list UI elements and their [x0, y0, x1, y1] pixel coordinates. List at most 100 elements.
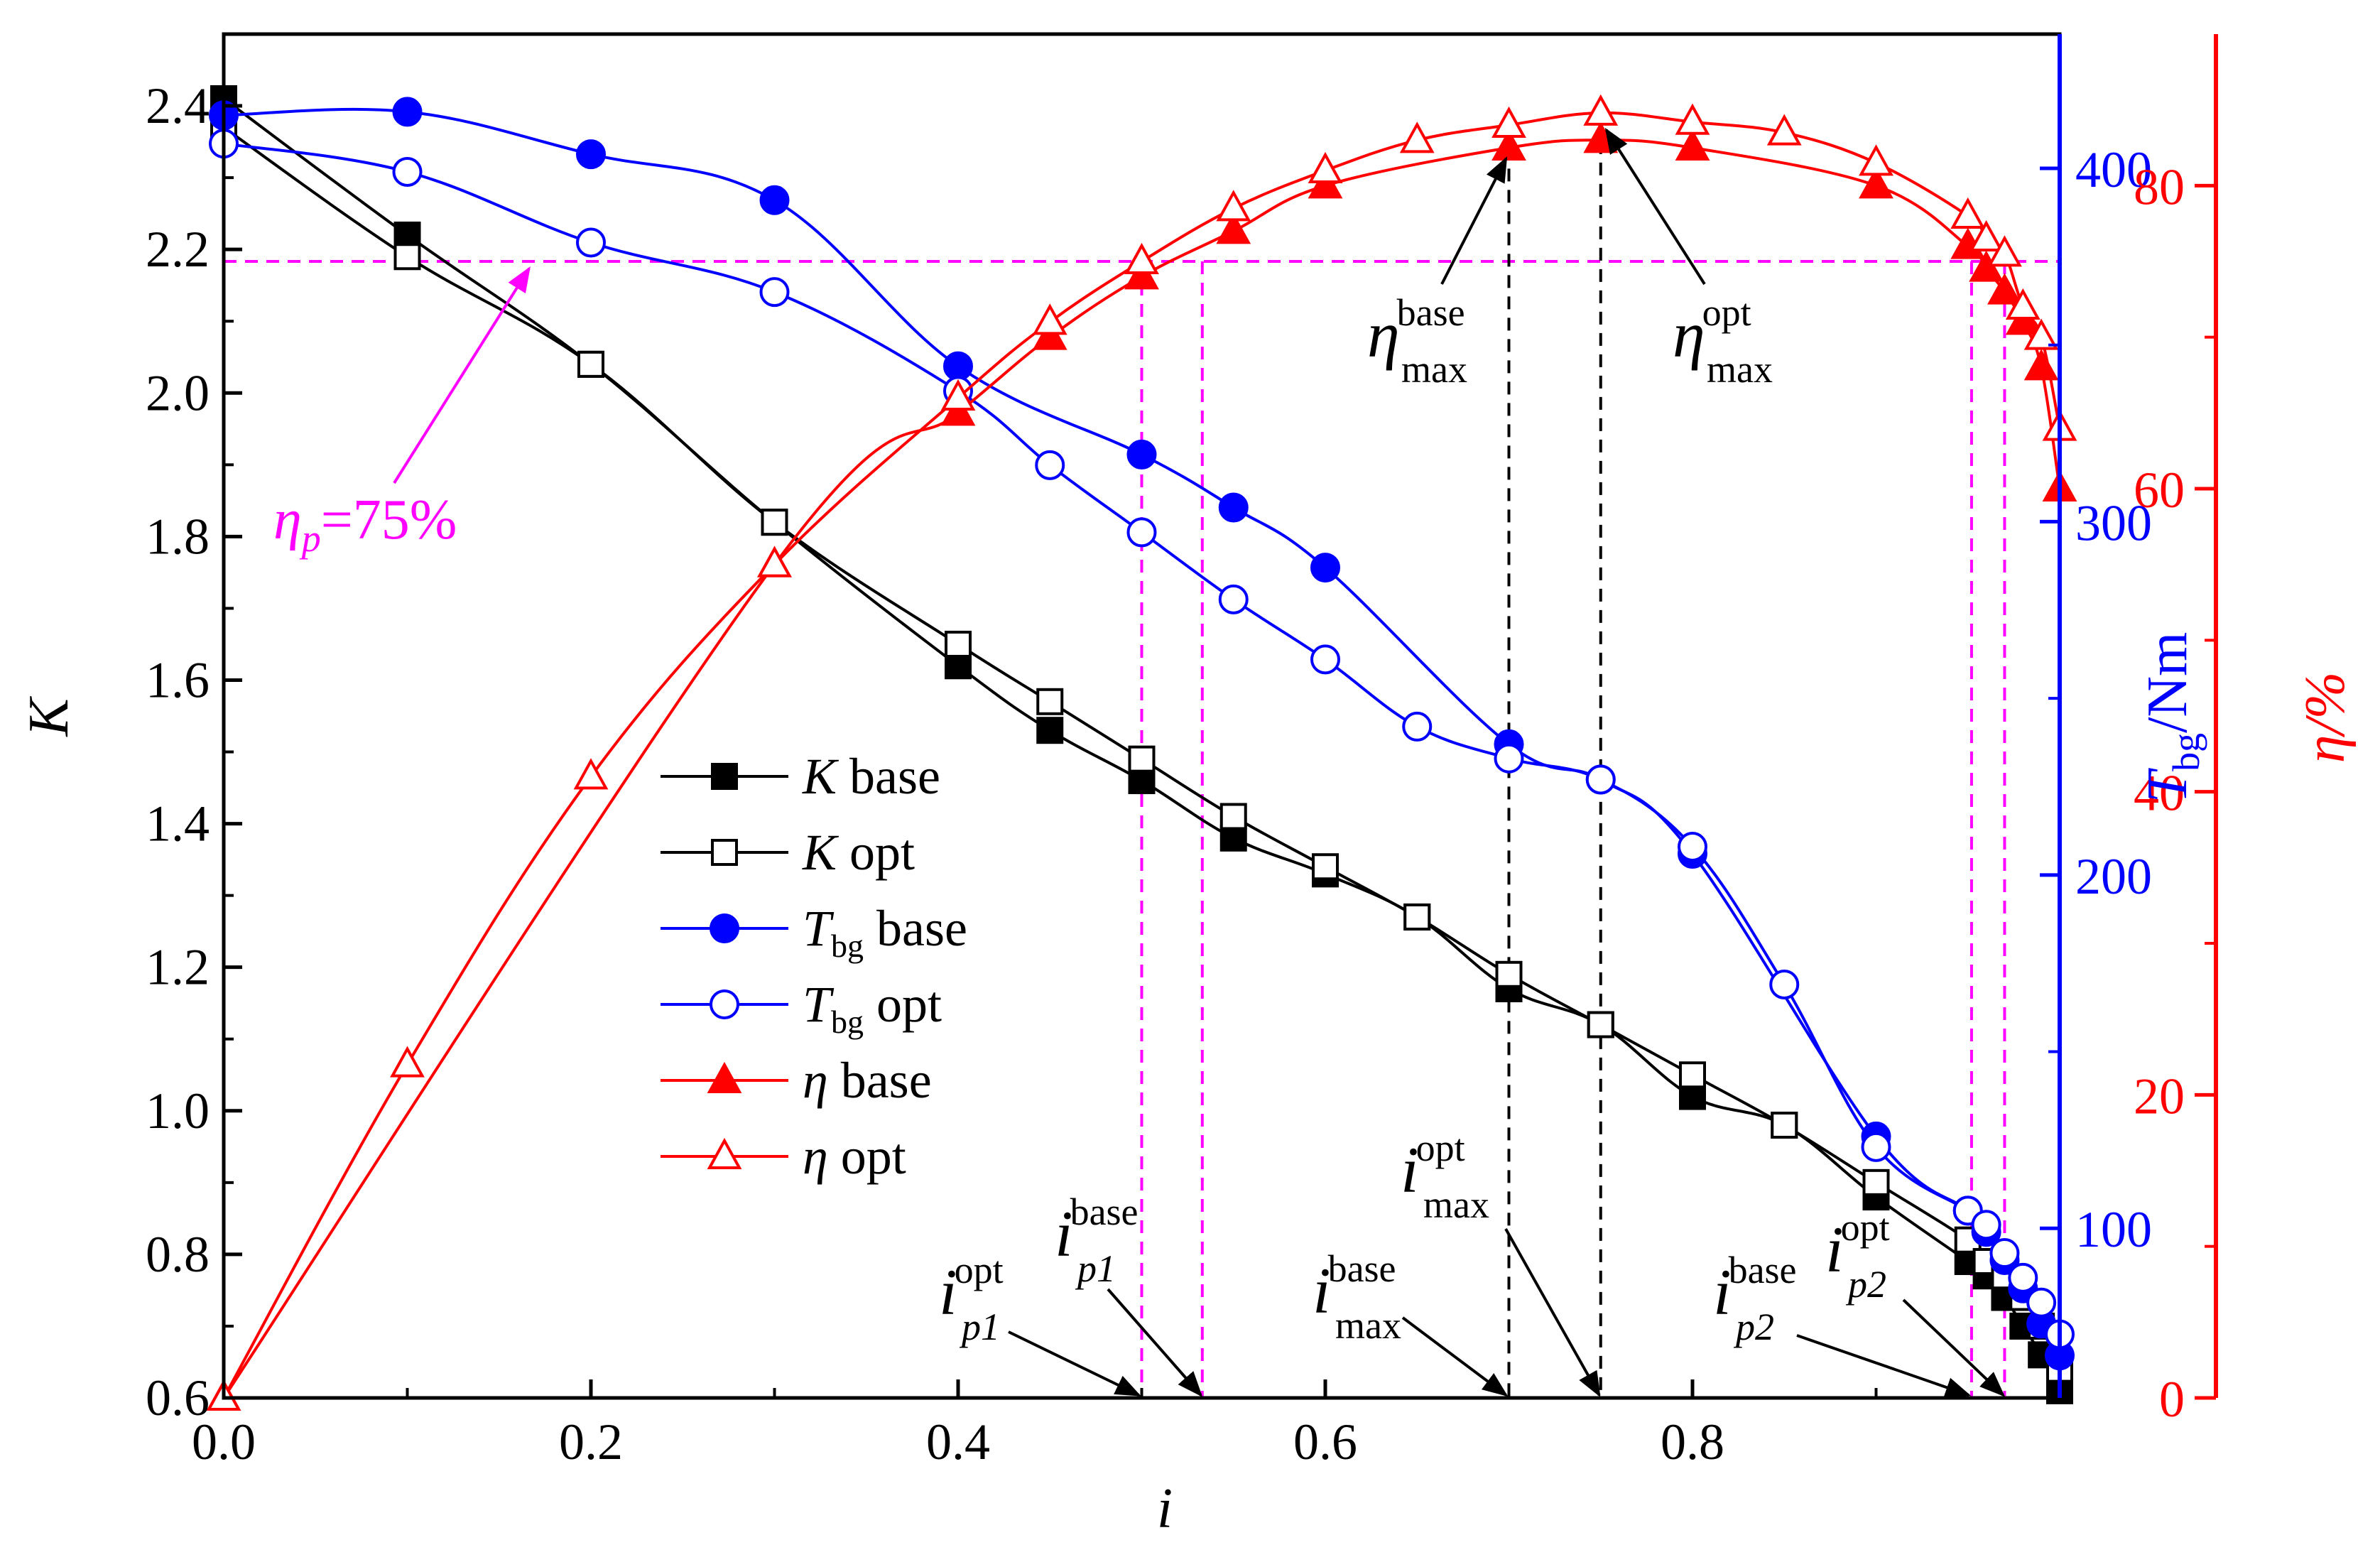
annotation-arrow-i_p2_base — [1796, 1334, 1972, 1397]
k-tick-label-8: 2.2 — [146, 221, 210, 278]
legend-label-2: Tbg base — [803, 900, 967, 964]
series-3 — [209, 129, 2075, 1350]
legend-label-0: K base — [802, 748, 940, 805]
data-point-4-13 — [1987, 273, 2022, 305]
eta-axis-title: η/% — [2294, 672, 2357, 764]
annotation-arrow-i_max_base — [1401, 1316, 1509, 1397]
legend-marker-2 — [710, 913, 739, 943]
k-tick-label-6: 1.8 — [146, 508, 210, 565]
data-point-1-6 — [1128, 745, 1156, 773]
data-point-4-2 — [940, 394, 976, 426]
data-point-3-19 — [2026, 1287, 2057, 1318]
annotation-label-i_p2_opt: iopt p2 — [1825, 1206, 1890, 1306]
k-tick-label-4: 1.4 — [146, 796, 210, 852]
data-point-4-6 — [1308, 167, 1343, 199]
series-4 — [206, 121, 2077, 1411]
annotation-arrow-i_p1_opt — [1008, 1330, 1141, 1396]
annotation-arrow-eta_max_opt — [1604, 127, 1706, 286]
x-tick-label-3: 0.6 — [1293, 1414, 1357, 1470]
legend-marker-5 — [707, 1137, 742, 1169]
data-point-4-5 — [1216, 212, 1251, 244]
data-point-2-7 — [1310, 553, 1340, 583]
k-tick-label-5: 1.6 — [146, 651, 210, 708]
data-point-3-3 — [759, 277, 790, 308]
x-tick-label-2: 0.4 — [926, 1414, 990, 1470]
data-point-2-6 — [1218, 492, 1249, 523]
eta-tick-label-2: 40 — [2134, 765, 2185, 822]
data-point-3-7 — [1218, 584, 1249, 614]
data-point-5-19 — [2023, 318, 2059, 350]
data-point-3-13 — [1769, 970, 1800, 1000]
t-axis-title: Tbg/Nm — [2136, 632, 2207, 803]
data-point-5-6 — [1124, 242, 1159, 274]
data-point-3-17 — [1989, 1238, 2020, 1269]
annotation-label-eta_max_opt: ηopt max — [1673, 291, 1773, 391]
data-point-3-6 — [1126, 517, 1157, 548]
t-tick-label-1: 200 — [2075, 848, 2152, 905]
annotation-i_max_base: ibase max — [1313, 1247, 1509, 1397]
data-point-3-12 — [1678, 832, 1707, 862]
data-point-4-7 — [1491, 129, 1526, 161]
data-point-4-15 — [2023, 349, 2059, 381]
data-point-4-14 — [2005, 303, 2041, 335]
x-tick-label-0: 0.0 — [192, 1414, 256, 1470]
annotation-eta_max_opt: ηopt max — [1604, 127, 1773, 391]
k-tick-label-0: 0.6 — [146, 1370, 210, 1426]
axes-layer: 0.0 0.2 0.4 0.6 0.8 0.6 0.8 1.0 1.2 1.4 1.6 1.8 2.0 2… — [146, 77, 2216, 1470]
data-point-4-12 — [1969, 250, 2004, 282]
data-point-5-18 — [2005, 288, 2041, 320]
data-point-1-5 — [1036, 688, 1064, 715]
data-point-5-17 — [1987, 235, 2022, 267]
data-point-5-12 — [1675, 103, 1710, 135]
k-tick-label-3: 1.2 — [146, 939, 210, 996]
data-point-4-9 — [1675, 129, 1710, 161]
data-point-3-11 — [1585, 764, 1616, 795]
data-point-5-1 — [390, 1046, 425, 1078]
annotation-arrow-i_max_opt — [1504, 1228, 1601, 1398]
x-tick-label-1: 0.2 — [559, 1414, 623, 1470]
data-point-5-8 — [1308, 151, 1343, 183]
annotation-label-i_p2_base: ibase p2 — [1713, 1249, 1797, 1348]
data-point-5-14 — [1859, 144, 1893, 176]
data-point-1-4 — [945, 630, 972, 658]
legend-marker-3 — [710, 989, 739, 1019]
data-point-2-2 — [576, 139, 606, 170]
data-point-1-13 — [1771, 1112, 1798, 1139]
data-point-2-1 — [392, 97, 423, 127]
annotation-i_p2_base: ibase p2 — [1713, 1249, 1972, 1397]
eta-tick-label-1: 20 — [2134, 1068, 2185, 1124]
eta-p-arrow — [393, 266, 531, 484]
data-point-3-14 — [1861, 1132, 1891, 1162]
data-point-1-3 — [761, 509, 788, 536]
data-point-5-15 — [1950, 197, 1986, 229]
data-point-1-10 — [1495, 960, 1523, 988]
annotation-arrow-i_p1_base — [1107, 1288, 1203, 1397]
data-point-5-4 — [940, 379, 976, 411]
eta-p-label: ηp=75% — [273, 489, 457, 560]
k-axis-title: K — [18, 696, 80, 737]
legend-label-5: η opt — [803, 1128, 906, 1185]
data-point-3-5 — [1035, 450, 1065, 480]
data-point-5-5 — [1032, 303, 1067, 335]
annotation-eta_max_base: ηbase max — [1367, 156, 1508, 391]
annotation-label-i_p1_opt: iopt p1 — [939, 1249, 1004, 1348]
annotation-label-i_max_opt: iopt max — [1401, 1127, 1489, 1226]
legend-label-3: Tbg opt — [803, 976, 942, 1040]
data-point-1-1 — [393, 243, 421, 271]
data-point-4-4 — [1124, 258, 1159, 290]
series-5 — [206, 94, 2077, 1411]
data-point-1-12 — [1679, 1061, 1706, 1089]
data-point-1-8 — [1312, 853, 1339, 881]
legend-marker-0 — [711, 763, 738, 790]
t-tick-label-3: 400 — [2075, 141, 2152, 198]
legend-label-4: η base — [803, 1052, 932, 1109]
k-tick-label-9: 2.4 — [146, 77, 210, 134]
data-point-5-3 — [757, 546, 792, 577]
series-layer — [206, 85, 2077, 1411]
t-tick-label-2: 300 — [2075, 494, 2152, 551]
data-point-1-9 — [1403, 903, 1431, 931]
legend: K base K opt Tbg base Tbg opt η base η opt — [661, 748, 967, 1185]
annotation-arrow-eta_max_base — [1440, 156, 1508, 285]
data-point-5-2 — [573, 758, 609, 790]
